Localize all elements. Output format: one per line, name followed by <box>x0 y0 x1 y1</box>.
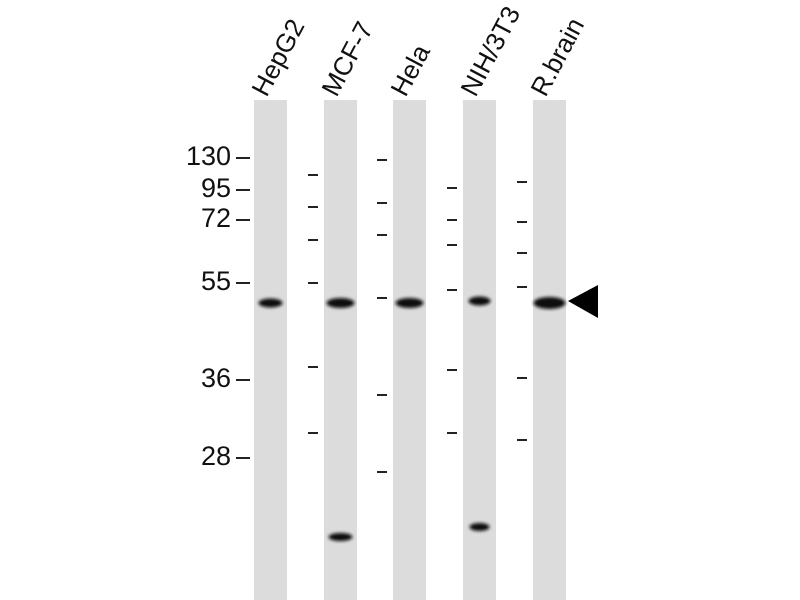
band <box>258 298 283 308</box>
band <box>326 298 355 308</box>
marker-label: 95 <box>201 173 231 203</box>
lane <box>533 100 566 600</box>
lane-label: HepG2 <box>245 14 310 101</box>
lane <box>463 100 496 600</box>
lane <box>254 100 287 600</box>
band <box>395 298 424 308</box>
band <box>468 296 491 306</box>
band <box>469 523 490 531</box>
lane <box>393 100 426 600</box>
lane-label: Hela <box>384 39 436 101</box>
marker-label: 72 <box>201 203 231 233</box>
marker-label: 36 <box>201 363 231 393</box>
band <box>533 297 566 309</box>
marker-label: 28 <box>201 441 231 471</box>
lane-label: NIH/3T3 <box>454 1 526 101</box>
lanes <box>254 100 566 600</box>
lane-label: R.brain <box>524 13 590 101</box>
band-arrow <box>568 285 598 318</box>
lane-label: MCF-7 <box>315 17 379 101</box>
marker-label: 130 <box>186 141 231 171</box>
band <box>328 533 353 541</box>
marker-label: 55 <box>201 266 231 296</box>
lane <box>324 100 357 600</box>
